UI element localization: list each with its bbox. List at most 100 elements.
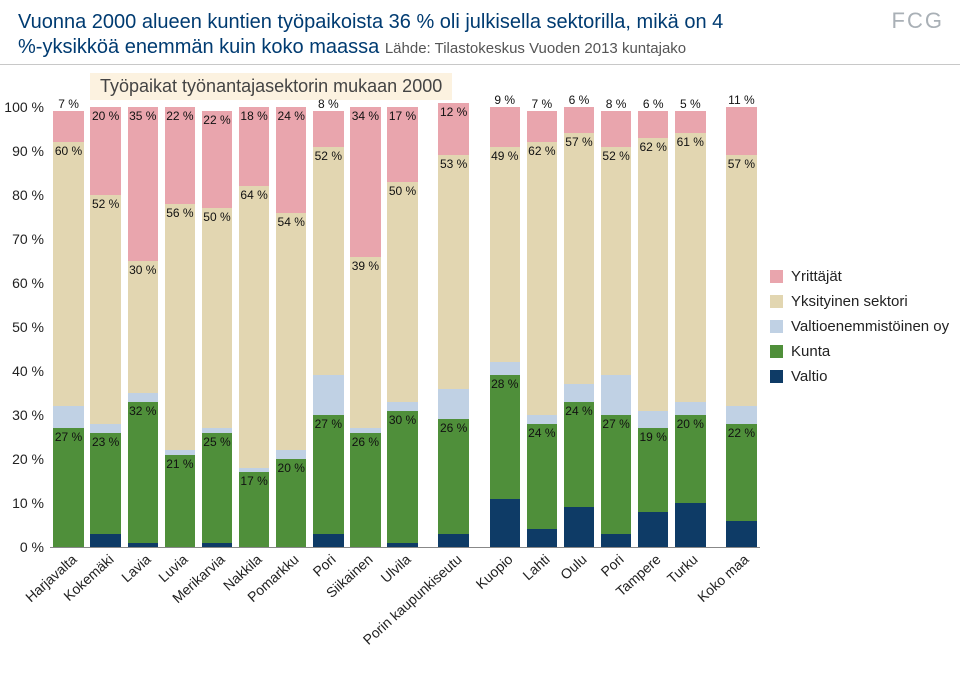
segment-label: 61 %: [677, 135, 704, 149]
segment-label: 39 %: [352, 259, 379, 273]
segment-label: 19 %: [640, 430, 667, 444]
segment-valtio_oy: 3 %: [675, 402, 705, 415]
segment-kunta: 21 %: [165, 455, 195, 547]
legend-label: Valtio: [791, 368, 827, 385]
segment-label: 60 %: [55, 144, 82, 158]
segment-kunta: 20 %: [675, 415, 705, 503]
legend-label: Valtioenemmistöinen oy: [791, 318, 949, 335]
segment-label: 20 %: [278, 461, 305, 475]
segment-label: 54 %: [278, 215, 305, 229]
bar: 0 %21 %1 %56 %22 %: [165, 107, 195, 547]
segment-yksityinen: 57 %: [726, 155, 756, 406]
segment-kunta: 24 %: [527, 424, 557, 530]
y-tick: 10 %: [12, 495, 44, 511]
y-tick: 100 %: [4, 99, 44, 115]
segment-kunta: 26 %: [350, 433, 380, 547]
segment-label: 17 %: [389, 109, 416, 123]
y-tick: 20 %: [12, 451, 44, 467]
title-line2: %-yksikköä enemmän kuin koko maassa: [18, 36, 379, 58]
segment-label: 30 %: [129, 263, 156, 277]
segment-label: 22 %: [166, 109, 193, 123]
segment-label: 20 %: [92, 109, 119, 123]
segment-yrittajat: 22 %: [202, 111, 232, 208]
x-slot: Lavia: [124, 547, 161, 657]
segment-label: 56 %: [166, 206, 193, 220]
segment-yksityinen: 53 %: [438, 155, 468, 388]
y-axis: 0 %10 %20 %30 %40 %50 %60 %70 %80 %90 %1…: [0, 107, 50, 547]
segment-label: 11 %: [728, 93, 754, 107]
bar: 0 %20 %2 %54 %24 %: [276, 107, 306, 547]
y-tick: 30 %: [12, 407, 44, 423]
segment-yksityinen: 62 %: [527, 142, 557, 415]
y-tick: 40 %: [12, 363, 44, 379]
segment-yksityinen: 56 %: [165, 204, 195, 450]
segment-label: 30 %: [389, 413, 416, 427]
bar: 11 %28 %3 %49 %9 %: [490, 107, 520, 547]
y-tick: 90 %: [12, 143, 44, 159]
x-slot: Pomarkku: [273, 547, 310, 657]
segment-valtio: 3 %: [601, 534, 631, 547]
segment-valtio: 3 %: [438, 534, 468, 547]
bar: 4 %24 %2 %62 %7 %: [527, 111, 557, 547]
segment-valtio_oy: 4 %: [638, 411, 668, 429]
segment-yrittajat: 6 %: [638, 111, 668, 137]
segment-valtio: 8 %: [638, 512, 668, 547]
segment-yksityinen: 30 %: [128, 261, 158, 393]
legend-label: Kunta: [791, 343, 830, 360]
segment-yrittajat: 5 %: [675, 111, 705, 133]
x-slot: Lahti: [523, 547, 560, 657]
segment-valtio: 11 %: [490, 499, 520, 547]
segment-valtio_oy: 1 %: [239, 468, 269, 472]
x-axis: HarjavaltaKokemäkiLaviaLuviaMerikarviaNa…: [0, 547, 960, 657]
segment-kunta: 32 %: [128, 402, 158, 543]
segment-yrittajat: 24 %: [276, 107, 306, 213]
segment-kunta: 28 %: [490, 375, 520, 498]
bar: 0 %17 %1 %64 %18 %: [239, 107, 269, 547]
segment-valtio_oy: 4 %: [564, 384, 594, 402]
segment-valtio_oy: 1 %: [165, 450, 195, 454]
segment-yrittajat: 17 %: [387, 107, 417, 182]
legend-swatch: [770, 370, 783, 383]
segment-label: 34 %: [352, 109, 379, 123]
legend-swatch: [770, 345, 783, 358]
segment-label: 35 %: [129, 109, 156, 123]
bar: 8 %19 %4 %62 %6 %: [638, 111, 668, 547]
segment-valtio: 9 %: [564, 507, 594, 547]
segment-yrittajat: 12 %: [438, 103, 468, 156]
legend-item: Kunta: [770, 343, 950, 360]
segment-yksityinen: 39 %: [350, 257, 380, 429]
segment-valtio: 10 %: [675, 503, 705, 547]
bar: 0 %27 %5 %60 %7 %: [53, 111, 83, 547]
segment-label: 9 %: [494, 93, 515, 107]
segment-label: 50 %: [203, 210, 230, 224]
segment-yrittajat: 11 %: [726, 107, 756, 155]
segment-yrittajat: 35 %: [128, 107, 158, 261]
segment-label: 26 %: [352, 435, 379, 449]
segment-label: 24 %: [528, 426, 555, 440]
segment-yksityinen: 52 %: [90, 195, 120, 424]
y-tick: 50 %: [12, 319, 44, 335]
segment-yksityinen: 60 %: [53, 142, 83, 406]
bar: 10 %20 %3 % 61 % 5 %: [675, 111, 705, 547]
bar-slot: 11 %28 %3 %49 %9 %: [486, 107, 523, 547]
bar-slot: 9 %24 %4 %57 %6 %: [560, 107, 597, 547]
bar-slot: 3 %26 %7 %53 %12 %: [435, 103, 472, 547]
legend-item: Yrittäjät: [770, 268, 950, 285]
segment-yrittajat: 18 %: [239, 107, 269, 186]
segment-yksityinen: 50 %: [202, 208, 232, 428]
segment-valtio_oy: 5 %: [53, 406, 83, 428]
segment-kunta: 30 %: [387, 411, 417, 543]
segment-valtio: 4 %: [527, 529, 557, 547]
segment-label: 27 %: [315, 417, 342, 431]
bar-slot: 0 %26 %1 %39 %34 %: [347, 107, 384, 547]
segment-yrittajat: 9 %: [490, 107, 520, 147]
segment-valtio_oy: 1 %: [350, 428, 380, 432]
bar-slot: 0 %20 %2 %54 %24 %: [273, 107, 310, 547]
legend-swatch: [770, 295, 783, 308]
legend-item: Yksityinen sektori: [770, 293, 950, 310]
x-slot: Pori: [310, 547, 347, 657]
segment-kunta: 24 %: [564, 402, 594, 508]
segment-kunta: 23 %: [90, 433, 120, 534]
segment-label: 62 %: [528, 144, 555, 158]
title-block: Vuonna 2000 alueen kuntien työpaikoista …: [0, 0, 960, 65]
